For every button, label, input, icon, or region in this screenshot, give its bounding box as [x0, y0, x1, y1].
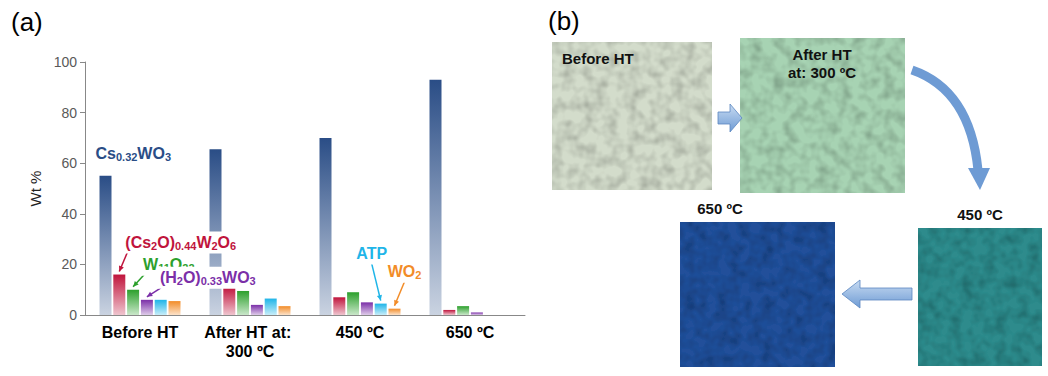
svg-text:O: O [218, 234, 230, 251]
svg-text:650 ºC: 650 ºC [446, 324, 495, 341]
svg-text:0.33: 0.33 [201, 275, 222, 287]
svg-text:Wt %: Wt % [27, 171, 44, 207]
svg-text:450 ºC: 450 ºC [336, 324, 385, 341]
svg-text:WO: WO [137, 145, 165, 162]
svg-text:3: 3 [165, 151, 171, 163]
svg-text:300 ºC: 300 ºC [226, 343, 275, 360]
svg-text:80: 80 [61, 105, 77, 121]
svg-text:WO: WO [388, 263, 416, 280]
svg-text:(b): (b) [548, 6, 580, 36]
svg-text:Before HT: Before HT [562, 50, 634, 67]
svg-text:100: 100 [54, 54, 78, 70]
svg-text:650 ºC: 650 ºC [697, 200, 743, 217]
svg-text:WO: WO [222, 269, 250, 286]
svg-text:20: 20 [61, 256, 77, 272]
svg-text:0.32: 0.32 [116, 151, 137, 163]
svg-text:Before HT: Before HT [102, 324, 179, 341]
svg-text:2: 2 [415, 269, 421, 281]
svg-text:0: 0 [69, 307, 77, 323]
svg-text:450 ºC: 450 ºC [957, 206, 1003, 223]
svg-text:40: 40 [61, 206, 77, 222]
svg-text:(H: (H [160, 269, 177, 286]
svg-text:0.44: 0.44 [175, 240, 197, 252]
svg-text:ATP: ATP [356, 245, 387, 262]
svg-text:3: 3 [250, 275, 256, 287]
svg-text:W: W [196, 234, 212, 251]
svg-text:O): O) [157, 234, 175, 251]
svg-text:O): O) [183, 269, 201, 286]
svg-text:60: 60 [61, 155, 77, 171]
svg-text:6: 6 [230, 240, 236, 252]
svg-text:After HT at:: After HT at: [204, 324, 296, 341]
svg-text:After HTat: 300 ºC: After HTat: 300 ºC [788, 46, 856, 81]
svg-text:(Cs: (Cs [125, 234, 151, 251]
svg-text:Cs: Cs [96, 145, 117, 162]
svg-text:(a): (a) [11, 7, 43, 37]
svg-text:W: W [143, 256, 159, 273]
